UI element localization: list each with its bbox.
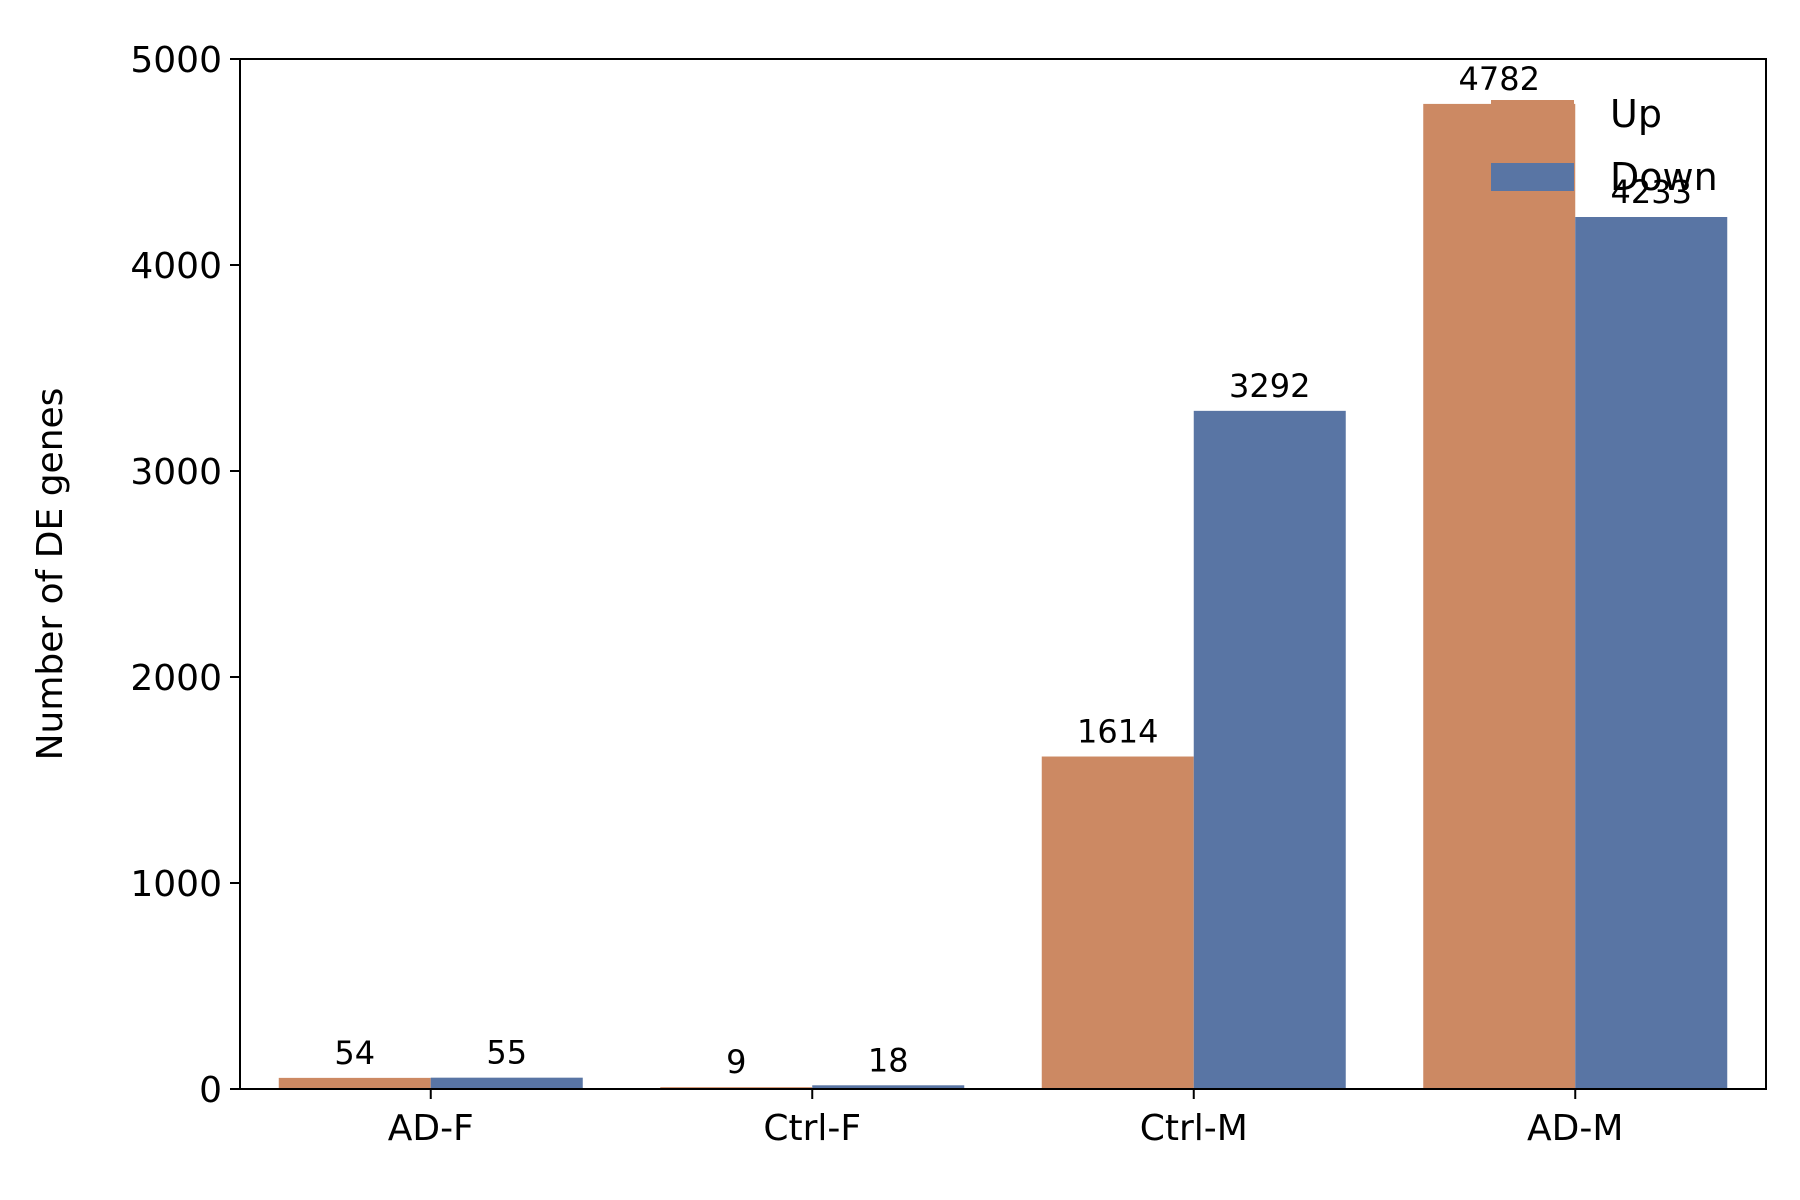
- y-tick-label: 4000: [130, 246, 222, 287]
- bar-value-label-down-ad-f: 55: [486, 1034, 527, 1072]
- bar-value-label-up-ctrl-m: 1614: [1077, 713, 1158, 751]
- y-axis: 0 1000 2000 3000 4000 5000: [130, 40, 240, 1111]
- bar-value-label-up-ad-m: 4782: [1459, 60, 1540, 98]
- bar-down-ctrl-f: [812, 1085, 965, 1089]
- x-tick-label-ad-m: AD-M: [1527, 1108, 1623, 1149]
- bar-down-ad-m: [1575, 217, 1728, 1089]
- bar-down-ctrl-m: [1193, 410, 1346, 1089]
- legend: Up Down: [1491, 92, 1718, 199]
- y-tick-label: 3000: [130, 452, 222, 493]
- y-axis-title: Number of DE genes: [30, 388, 71, 761]
- bar-up-ctrl-m: [1041, 756, 1194, 1089]
- y-tick-label: 2000: [130, 658, 222, 699]
- x-axis: AD-F Ctrl-F Ctrl-M AD-M: [388, 1089, 1623, 1149]
- bar-down-ad-f: [430, 1077, 583, 1089]
- bar-value-label-down-ctrl-m: 3292: [1229, 367, 1310, 405]
- bar-value-label-down-ctrl-f: 18: [868, 1041, 909, 1079]
- legend-swatch-up: [1491, 100, 1574, 128]
- bar-up-ad-f: [278, 1077, 431, 1089]
- y-tick-label: 1000: [130, 864, 222, 905]
- bar-labels-layer: 54 55 9 18 1614 3292 4782 4233: [334, 60, 1692, 1081]
- bar-up-ad-m: [1423, 103, 1576, 1089]
- legend-swatch-down: [1491, 163, 1574, 191]
- bar-value-label-up-ctrl-f: 9: [726, 1043, 746, 1081]
- x-tick-label-ctrl-f: Ctrl-F: [763, 1108, 861, 1149]
- y-tick-label: 5000: [130, 40, 222, 81]
- bar-value-label-down-ad-m: 4233: [1611, 173, 1692, 211]
- bar-value-label-up-ad-f: 54: [334, 1034, 375, 1072]
- plot-area-frame: [239, 58, 1767, 1090]
- x-tick-label-ad-f: AD-F: [388, 1108, 474, 1149]
- x-tick-label-ctrl-m: Ctrl-M: [1140, 1108, 1248, 1149]
- y-tick-label: 0: [199, 1070, 222, 1111]
- bars-layer: [278, 103, 1728, 1089]
- legend-label-up: Up: [1610, 92, 1662, 136]
- legend-label-down: Down: [1610, 155, 1718, 199]
